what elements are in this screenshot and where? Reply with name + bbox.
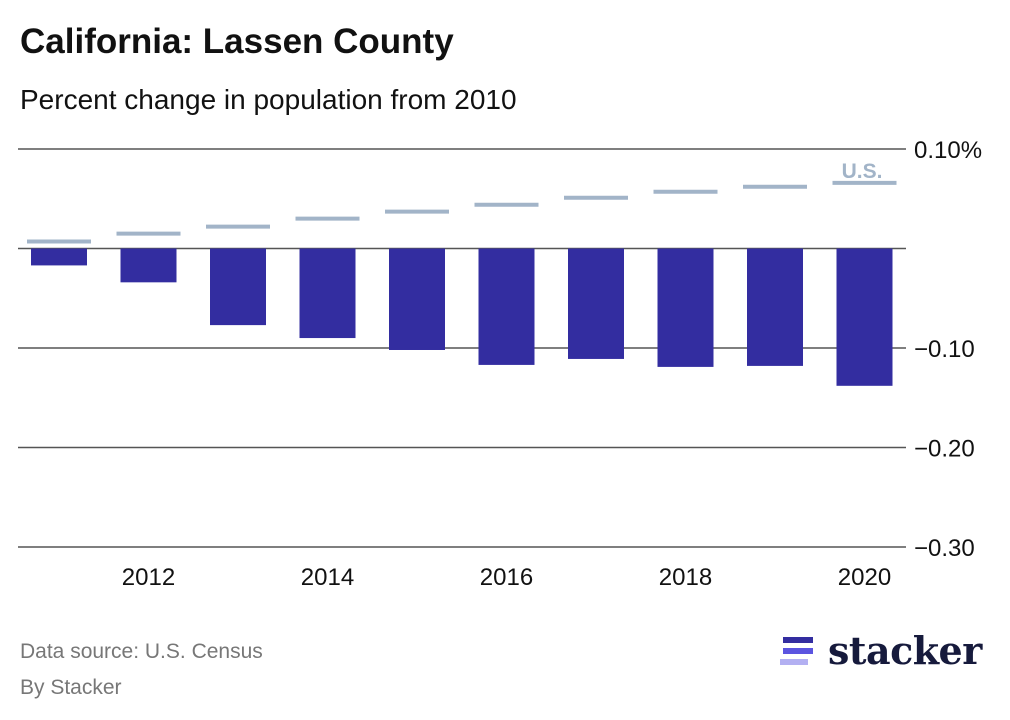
chart-subtitle: Percent change in population from 2010 [20, 84, 517, 115]
x-tick-label: 2020 [838, 564, 891, 591]
bar [31, 248, 87, 266]
us-markers [27, 180, 897, 244]
bar [657, 248, 714, 367]
bar [747, 248, 803, 366]
stacker-logo-icon [780, 636, 813, 665]
x-tick-label: 2018 [659, 564, 712, 591]
bar [568, 248, 624, 359]
y-tick-label: 0.10% [914, 137, 982, 164]
byline: By Stacker [20, 676, 122, 699]
y-tick-label: −0.20 [914, 436, 975, 463]
bar [210, 248, 266, 326]
y-axis-labels: 0.10% −0.10 −0.20 −0.30 [914, 137, 982, 562]
us-legend-label: U.S. [842, 160, 883, 183]
x-tick-label: 2016 [480, 564, 533, 591]
bar [389, 248, 445, 350]
bars [31, 248, 893, 386]
chart-title: California: Lassen County [20, 22, 454, 61]
bar-chart: 0.10% −0.10 −0.20 −0.30 2012 2014 2016 2018 202… [18, 137, 982, 591]
x-tick-label: 2014 [301, 564, 354, 591]
x-axis-labels: 2012 2014 2016 2018 2020 [122, 564, 891, 591]
y-tick-label: −0.30 [914, 535, 975, 562]
bar [120, 248, 177, 283]
bar [836, 248, 893, 386]
x-tick-label: 2012 [122, 564, 175, 591]
stacker-logo: stacker [780, 628, 982, 673]
bar [478, 248, 535, 365]
data-source: Data source: U.S. Census [20, 640, 263, 663]
y-tick-label: −0.10 [914, 336, 975, 363]
bar [299, 248, 356, 339]
stacker-logo-text: stacker [828, 628, 982, 673]
